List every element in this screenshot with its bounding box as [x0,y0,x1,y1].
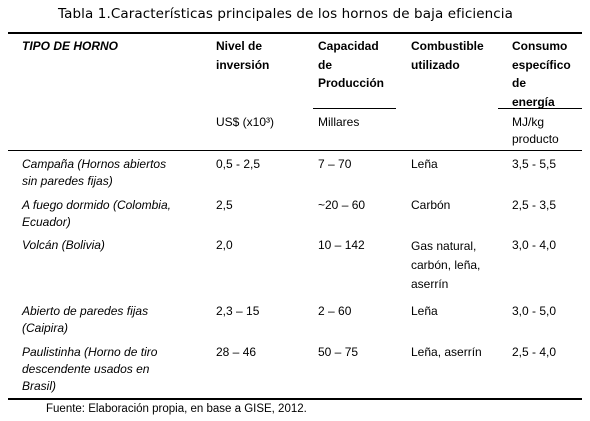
units-consumo-line: producto [512,132,559,146]
row-1-nivel: 0,5 - 2,5 [216,157,261,171]
row-5-consumo: 2,5 - 4,0 [512,345,557,359]
row-4-combustible: Leña [411,303,438,320]
row-4-tipo: Abierto de paredes fijas (Caipira) [22,303,148,337]
row-3-combustible-line: carbón, leña, [411,258,481,272]
header-combustible: Combustible utilizado [411,37,484,74]
header-combustible-line: utilizado [411,57,460,72]
units-rule [8,150,582,151]
row-5-tipo-line: Paulistinha (Horno de tiro [22,345,158,359]
units-consumo-line: MJ/kg [512,115,545,129]
header-consumo: Consumo específico de energía [512,37,571,111]
table-caption: Tabla 1.Características principales de l… [58,6,513,22]
row-4-nivel: 2,3 – 15 [216,304,260,318]
row-4-tipo-line: Abierto de paredes fijas [22,304,149,318]
row-5-tipo-line: descendente usados en [22,362,150,376]
row-2-combustible: Carbón [411,197,450,214]
header-consumo-line: de [512,76,527,90]
units-capacidad: Millares [318,114,359,131]
row-4-tipo-line: (Caipira) [22,321,69,335]
row-2-tipo: A fuego dormido (Colombia, Ecuador) [22,197,171,231]
header-consumo-line: energía [512,94,555,109]
row-2-nivel: 2,5 [216,198,233,212]
row-1-tipo-line: sin paredes fijas) [22,174,113,188]
row-5-combustible: Leña, aserrín [411,344,482,361]
row-3-tipo: Volcán (Bolivia) [22,237,105,254]
header-capacidad-line: de [318,57,333,72]
row-3-tipo-line: Volcán (Bolivia) [22,238,105,252]
header-tipo: TIPO DE HORNO [22,37,118,56]
row-5-tipo: Paulistinha (Horno de tiro descendente u… [22,344,157,395]
row-5-combustible-line: Leña, aserrín [411,345,482,359]
header-combustible-line: Combustible [411,39,484,53]
row-3-consumo: 3,0 - 4,0 [512,238,557,252]
units-nivel-text: US$ (x10³) [216,115,275,129]
row-3-nivel: 2,0 [216,238,233,252]
row-3-capacidad: 10 – 142 [318,238,365,252]
row-1-combustible: Leña [411,156,438,173]
row-2-capacidad: ~20 – 60 [318,198,366,212]
row-3-combustible: Gas natural, carbón, leña, aserrín [411,237,480,294]
row-2-combustible-line: Carbón [411,198,451,212]
row-1-capacidad: 7 – 70 [318,157,352,171]
row-4-capacidad: 2 – 60 [318,304,352,318]
header-nivel-line: Nivel de [216,39,263,53]
units-consumo: MJ/kg producto [512,114,559,148]
row-3-combustible-line: Gas natural, [411,239,477,253]
header-capacidad-line: Producción [318,76,385,90]
row-2-tipo-line: A fuego dormido (Colombia, [22,198,171,212]
header-consumo-line: Consumo [512,39,568,53]
header-capacidad-line: Capacidad [318,39,379,53]
row-3-combustible-line: aserrín [411,277,449,291]
header-capacidad: Capacidad de Producción [318,37,384,93]
row-5-capacidad: 50 – 75 [318,345,359,359]
header-rule-capacidad [313,108,396,109]
row-5-nivel: 28 – 46 [216,345,257,359]
units-nivel: US$ (x10³) [216,114,274,131]
row-1-combustible-line: Leña [411,157,438,171]
row-4-combustible-line: Leña [411,304,438,318]
header-rule-consumo [498,108,582,109]
header-tipo-text: TIPO DE HORNO [22,39,119,53]
header-nivel: Nivel de inversión [216,37,269,74]
source-note: Fuente: Elaboración propia, en base a GI… [46,403,307,415]
row-4-consumo: 3,0 - 5,0 [512,304,557,318]
bottom-rule [8,398,582,400]
row-2-consumo: 2,5 - 3,5 [512,198,557,212]
row-1-tipo-line: Campaña (Hornos abiertos [22,157,167,171]
row-1-tipo: Campaña (Hornos abiertos sin paredes fij… [22,156,166,190]
units-capacidad-text: Millares [318,115,360,129]
row-5-tipo-line: Brasil) [22,379,57,393]
top-rule [8,32,582,34]
header-nivel-line: inversión [216,57,270,72]
row-1-consumo: 3,5 - 5,5 [512,157,557,171]
row-2-tipo-line: Ecuador) [22,215,71,229]
header-consumo-line: específico [512,57,571,72]
